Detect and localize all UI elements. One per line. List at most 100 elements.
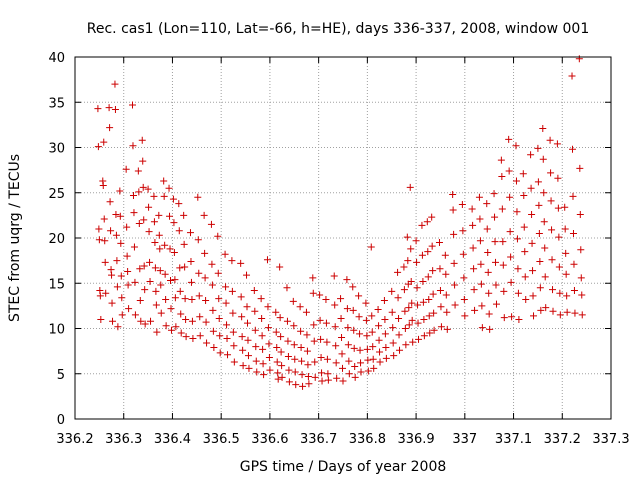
data-point [130, 243, 138, 251]
data-point [257, 295, 265, 303]
data-point [578, 311, 586, 319]
data-point [237, 293, 245, 301]
data-point [461, 312, 469, 320]
data-point [345, 357, 353, 365]
data-point [285, 378, 293, 386]
data-point [413, 284, 421, 292]
data-point [554, 174, 562, 182]
data-point [554, 204, 562, 212]
data-point [428, 242, 436, 250]
data-point [244, 336, 252, 344]
x-tick-label: 336.5 [203, 432, 240, 447]
data-point [259, 360, 267, 368]
data-point [155, 231, 163, 239]
data-point [485, 310, 493, 318]
data-point [563, 292, 571, 300]
data-point [252, 343, 260, 351]
data-point [194, 236, 202, 244]
data-point [475, 193, 483, 201]
data-point [345, 370, 353, 378]
data-point [419, 298, 427, 306]
data-point [428, 213, 436, 221]
data-point [490, 190, 498, 198]
x-tick-label: 337.1 [495, 432, 532, 447]
data-point [514, 289, 522, 297]
data-point [112, 231, 120, 239]
data-point [547, 169, 555, 177]
data-point [161, 270, 169, 278]
data-point [116, 187, 124, 195]
data-point [369, 343, 377, 351]
data-point [272, 308, 280, 316]
data-point [539, 124, 547, 132]
data-point [243, 319, 251, 327]
data-point [274, 369, 282, 377]
data-point [188, 296, 196, 304]
data-point [252, 357, 260, 365]
data-point [97, 315, 105, 323]
data-point [182, 315, 190, 323]
data-point [214, 232, 222, 240]
data-point [530, 312, 538, 320]
data-point [355, 313, 363, 321]
data-point [541, 273, 549, 281]
data-point [506, 193, 514, 201]
data-point [492, 258, 500, 266]
data-point [506, 228, 514, 236]
data-point [150, 218, 158, 226]
data-point [380, 296, 388, 304]
data-point [569, 229, 577, 237]
data-point [528, 210, 536, 218]
data-point [500, 287, 508, 295]
data-point [508, 313, 516, 321]
data-point [208, 260, 216, 268]
data-point [507, 278, 515, 286]
data-point [122, 165, 130, 173]
x-tick-label: 337 [452, 432, 477, 447]
data-point [363, 332, 371, 340]
data-point [514, 265, 522, 273]
data-point [124, 281, 132, 289]
data-point [259, 345, 267, 353]
data-point [111, 105, 119, 113]
data-points [94, 55, 586, 390]
data-point [156, 267, 164, 275]
data-point [290, 341, 298, 349]
data-point [128, 101, 136, 109]
data-point [542, 304, 550, 312]
data-point [483, 200, 491, 208]
data-point [408, 316, 416, 324]
data-point [576, 164, 584, 172]
data-point [344, 324, 352, 332]
data-point [151, 264, 159, 272]
data-point [395, 331, 403, 339]
data-point [430, 326, 438, 334]
data-point [118, 311, 126, 319]
x-tick-labels: 336.2 336.3 336.4 336.5 336.6 336.7 336.8 336.9… [56, 432, 629, 447]
data-point [351, 373, 359, 381]
data-point [331, 323, 339, 331]
data-point [460, 296, 468, 304]
data-point [209, 327, 217, 335]
data-point [283, 317, 291, 325]
data-point [484, 248, 492, 256]
data-point [251, 307, 259, 315]
data-point [382, 344, 390, 352]
data-point [108, 299, 116, 307]
data-point [356, 330, 364, 338]
data-point [296, 303, 304, 311]
data-point [563, 308, 571, 316]
data-point [429, 267, 437, 275]
data-point [484, 268, 492, 276]
data-point [418, 221, 426, 229]
data-point [304, 372, 312, 380]
data-point [131, 311, 139, 319]
y-tick-label: 30 [48, 142, 65, 157]
data-point [429, 290, 437, 298]
data-point [395, 315, 403, 323]
data-point [276, 314, 284, 322]
data-point [153, 328, 161, 336]
data-point [529, 292, 537, 300]
y-axis-label: STEC from uqrg / TECUs [7, 154, 23, 322]
data-point [175, 227, 183, 235]
